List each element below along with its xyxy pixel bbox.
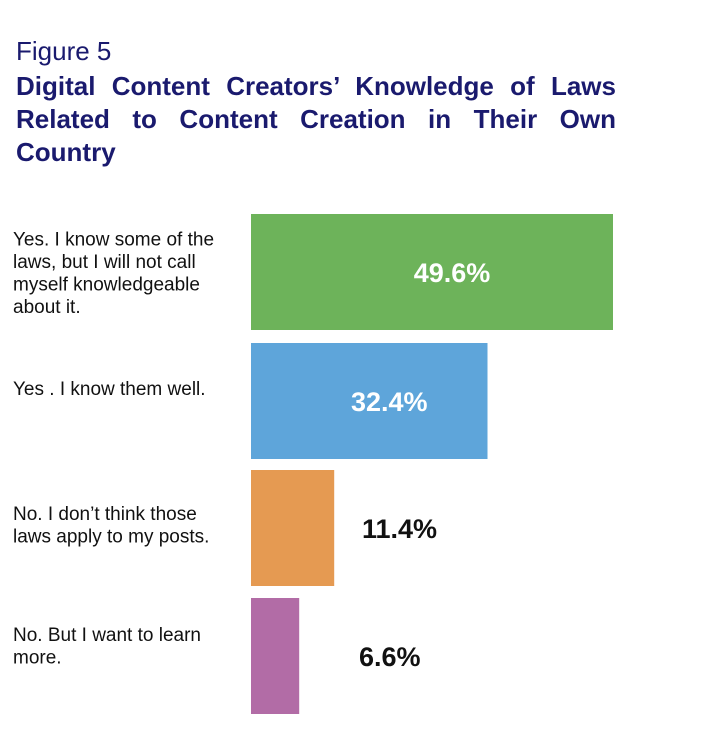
bar-1: [251, 214, 613, 330]
category-label-1: Yes. I know some of the laws, but I will …: [13, 229, 214, 317]
chart-title: Digital Content Creators’ Knowledge of L…: [16, 71, 616, 167]
category-label-line: more.: [13, 647, 62, 668]
category-label-line: laws apply to my posts.: [13, 526, 209, 547]
bar-3: [251, 470, 335, 586]
category-label-line: about it.: [13, 297, 81, 318]
category-label-4: No. But I want to learn more.: [13, 625, 201, 669]
category-label-line: No. But I want to learn: [13, 625, 201, 646]
category-label-line: No. I don’t think those: [13, 504, 197, 525]
bar-4: [251, 598, 300, 714]
category-label-line: Yes . I know them well.: [13, 379, 206, 400]
category-label-line: laws, but I will not call: [13, 252, 196, 273]
bar-2: [251, 343, 488, 459]
category-label-line: myself knowledgeable: [13, 274, 200, 295]
figure-label: Figure 5: [16, 36, 112, 66]
value-label-3: 11.4%: [362, 514, 437, 544]
value-label-1: 49.6%: [414, 258, 491, 288]
category-label-line: Yes. I know some of the: [13, 229, 214, 250]
value-label-4: 6.6%: [359, 642, 421, 672]
category-label-2: Yes . I know them well.: [13, 379, 206, 400]
value-label-2: 32.4%: [351, 387, 428, 417]
category-label-3: No. I don’t think those laws apply to my …: [13, 504, 209, 548]
